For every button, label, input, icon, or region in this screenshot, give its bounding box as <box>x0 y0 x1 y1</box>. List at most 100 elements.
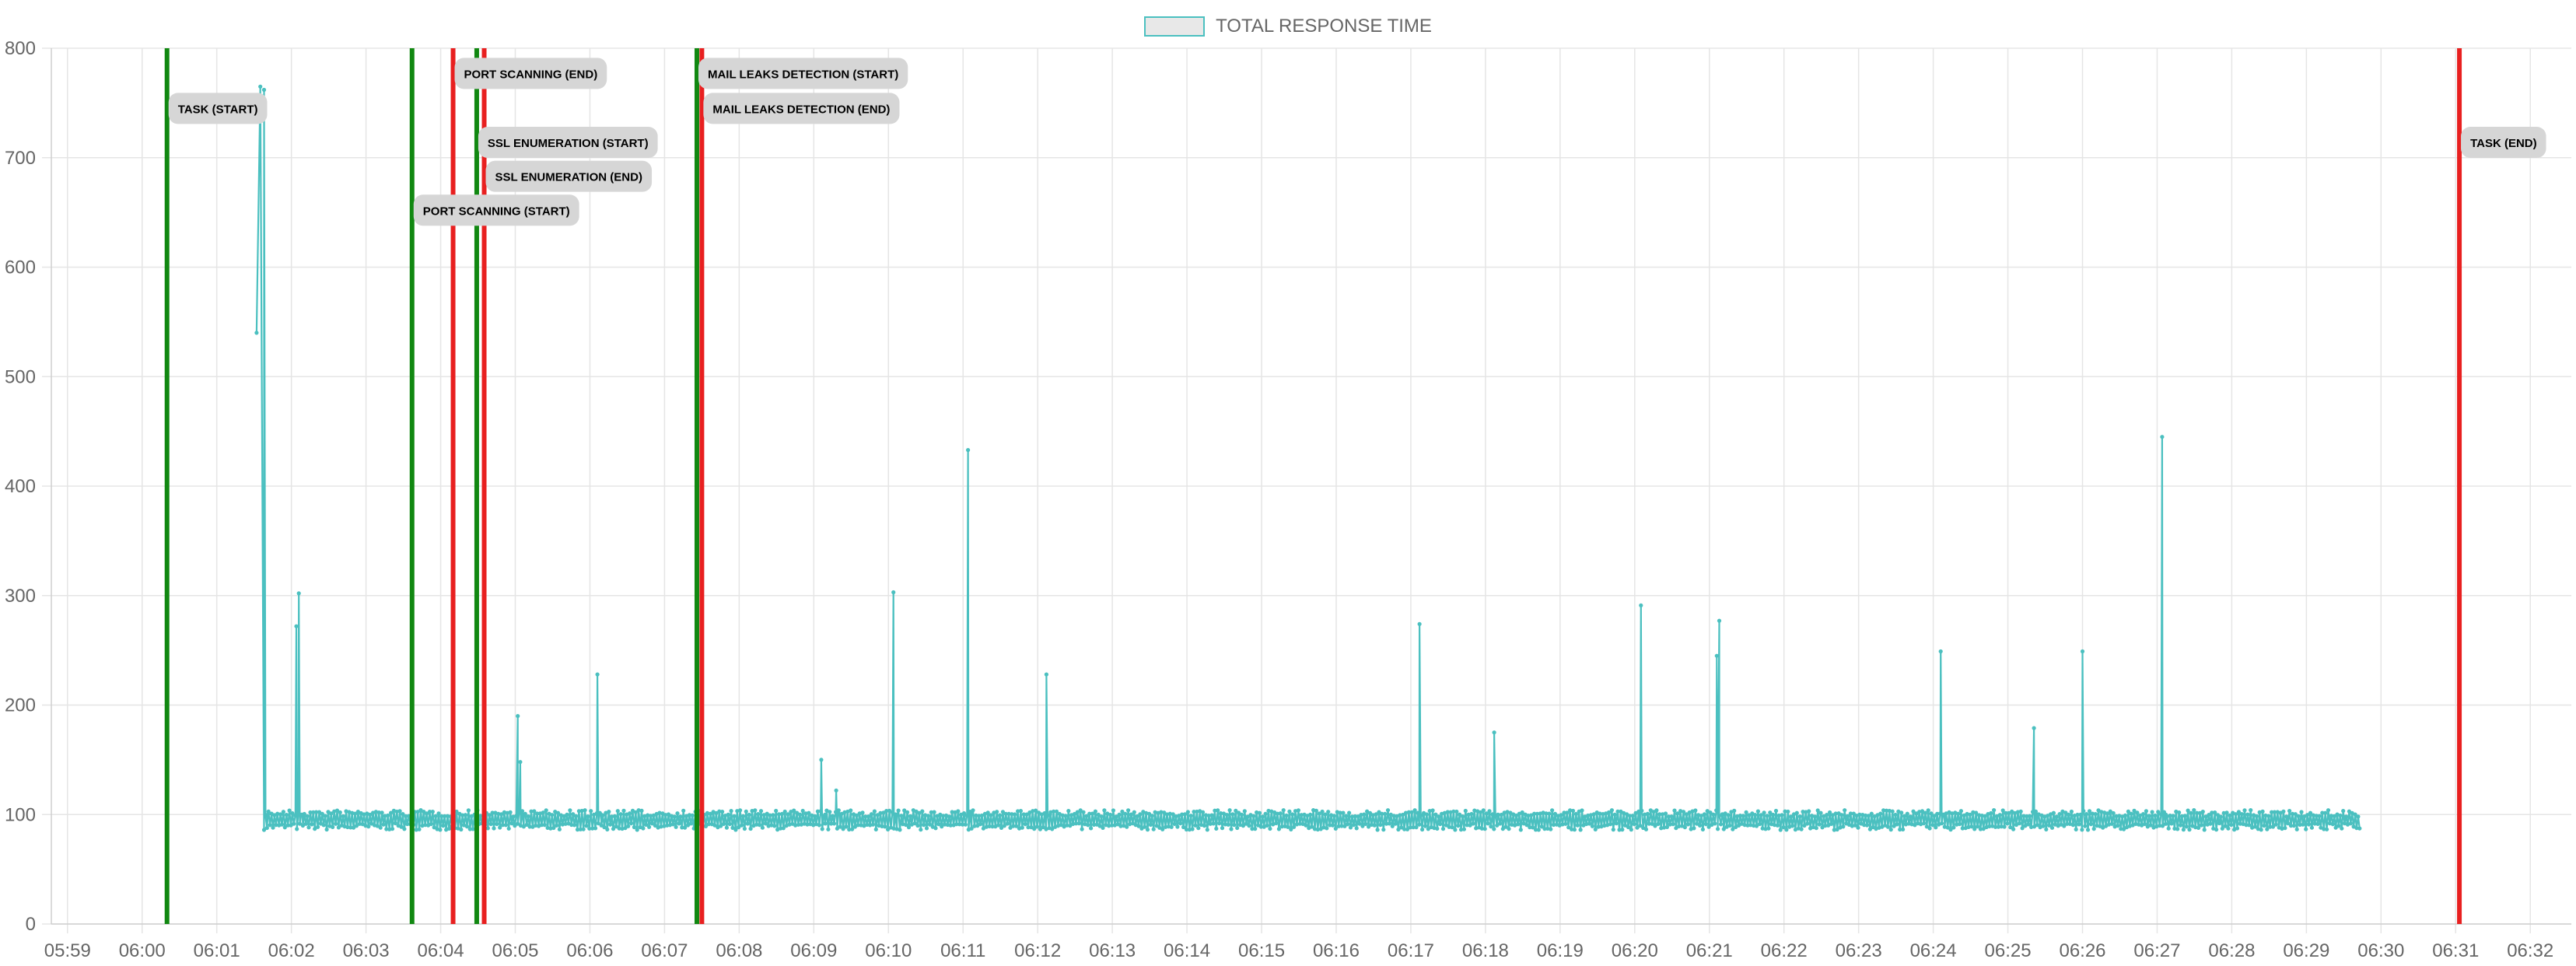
data-point <box>1829 821 1834 826</box>
data-point <box>1402 827 1407 831</box>
y-tick-label: 700 <box>5 148 36 169</box>
data-point <box>266 809 271 814</box>
data-point <box>544 808 548 813</box>
data-point <box>1287 809 1292 814</box>
data-point <box>376 810 381 815</box>
data-point <box>1857 812 1862 817</box>
data-point <box>2088 822 2093 827</box>
data-point <box>884 809 889 814</box>
data-point <box>1896 809 1901 814</box>
data-point <box>2075 812 2080 817</box>
data-point <box>1580 808 1584 813</box>
data-point <box>677 821 681 826</box>
data-point <box>1093 809 1097 814</box>
data-point <box>1216 808 1220 813</box>
data-point <box>1351 823 1356 828</box>
data-point <box>2217 821 2221 826</box>
data-point <box>870 822 875 827</box>
data-point <box>1317 811 1321 816</box>
data-point <box>933 826 938 831</box>
data-point <box>2270 810 2274 814</box>
data-point <box>1752 823 1756 828</box>
data-point <box>1726 813 1731 817</box>
data-point <box>1323 812 1328 817</box>
data-point <box>1524 823 1529 828</box>
y-tick-label: 0 <box>26 914 36 935</box>
data-point <box>1885 824 1890 829</box>
data-point <box>1817 822 1822 827</box>
data-point <box>1492 730 1496 735</box>
data-point <box>429 821 434 827</box>
x-tick-label: 06:04 <box>418 940 464 961</box>
data-point <box>281 810 285 814</box>
x-tick-label: 06:11 <box>940 940 985 961</box>
data-point <box>441 824 446 828</box>
data-point <box>2030 810 2035 814</box>
data-point <box>1154 824 1159 828</box>
data-point <box>323 814 327 818</box>
data-point <box>1714 653 1719 658</box>
data-point <box>1856 825 1860 830</box>
data-point <box>1507 827 1511 831</box>
data-point <box>1703 822 1708 827</box>
x-tick-label: 06:03 <box>343 940 390 961</box>
data-point <box>2272 810 2277 814</box>
data-point <box>1084 814 1089 818</box>
x-tick-label: 06:02 <box>268 940 315 961</box>
data-point <box>670 822 675 827</box>
data-point <box>823 812 828 817</box>
data-point <box>1935 811 1940 816</box>
data-point <box>425 811 429 816</box>
data-point <box>1778 828 1783 832</box>
data-point <box>1823 824 1828 828</box>
data-point <box>526 814 530 819</box>
data-point <box>964 814 969 818</box>
data-point <box>589 809 593 814</box>
data-point <box>941 814 946 818</box>
data-point <box>2168 814 2172 818</box>
data-point <box>1911 809 1916 814</box>
chart-legend[interactable]: TOTAL RESPONSE TIME <box>0 11 2576 42</box>
data-point <box>1293 809 1298 814</box>
data-point <box>1706 824 1711 829</box>
data-point <box>1105 811 1110 816</box>
data-point <box>1572 828 1577 832</box>
data-point <box>2333 825 2338 830</box>
data-point <box>499 812 504 817</box>
data-point <box>2325 827 2329 831</box>
data-point <box>688 821 693 826</box>
data-point <box>1469 811 1474 817</box>
data-point <box>2093 812 2098 817</box>
data-point <box>1814 826 1818 831</box>
data-point <box>2172 826 2177 831</box>
data-point <box>1997 813 2002 817</box>
data-point <box>368 812 373 817</box>
data-point <box>1932 814 1937 818</box>
data-point <box>703 824 709 828</box>
data-point <box>1570 808 1576 814</box>
data-point <box>415 810 420 814</box>
data-point <box>1451 809 1456 814</box>
data-point <box>498 825 502 830</box>
x-tick-label: 06:17 <box>1388 940 1434 961</box>
data-point <box>1472 808 1477 813</box>
data-point <box>1150 814 1154 818</box>
data-point <box>1396 827 1401 832</box>
data-point <box>805 822 810 827</box>
data-point <box>890 810 894 815</box>
data-point <box>1211 821 1216 826</box>
data-point <box>1629 828 1633 832</box>
data-point <box>1420 827 1425 832</box>
data-point <box>1913 823 1917 828</box>
data-point <box>1260 814 1265 819</box>
x-tick-label: 06:26 <box>2059 940 2105 961</box>
data-point <box>313 827 317 831</box>
data-point <box>680 825 684 830</box>
data-point <box>2214 828 2219 832</box>
data-point <box>653 823 657 828</box>
data-point <box>714 810 719 815</box>
data-point <box>950 810 954 814</box>
data-point <box>2033 809 2038 814</box>
data-point <box>850 827 855 831</box>
data-point <box>369 821 374 826</box>
